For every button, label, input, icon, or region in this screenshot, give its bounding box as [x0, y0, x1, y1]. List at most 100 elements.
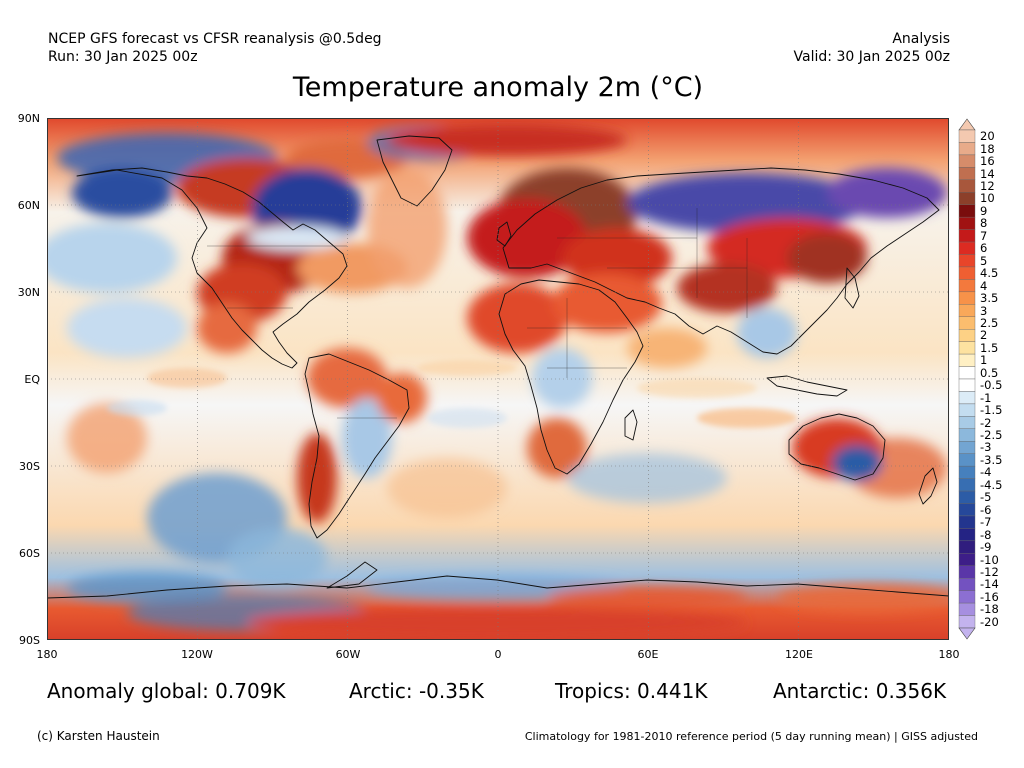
colorbar-swatch: [958, 316, 976, 330]
colorbar-label: 4.5: [980, 266, 999, 281]
colorbar-swatch: [958, 578, 976, 591]
colorbar-swatch: [958, 615, 976, 629]
colorbar-label: -3.5: [980, 452, 1003, 467]
colorbar-label: 5: [980, 253, 988, 268]
colorbar-label: -4: [980, 465, 992, 480]
colorbar-label: 16: [980, 154, 995, 169]
lat-label-60s: 60S: [19, 547, 40, 560]
colorbar-label: -14: [980, 577, 999, 592]
speckle-texture: [107, 360, 797, 428]
copyright: (c) Karsten Haustein: [37, 729, 160, 743]
colorbar-label: 14: [980, 166, 995, 181]
colorbar-label: 18: [980, 141, 995, 156]
lon-label-60w: 60W: [335, 648, 361, 661]
colorbar-swatch: [958, 490, 976, 504]
colorbar-swatch: [958, 216, 976, 230]
lon-label-60e: 60E: [637, 648, 659, 661]
colorbar-label: 20: [980, 129, 995, 144]
valid-time: Valid: 30 Jan 2025 00z: [793, 49, 950, 65]
colorbar-swatch: [958, 602, 976, 616]
colorbar-swatch: [958, 553, 976, 566]
anomaly-field: [47, 124, 949, 638]
colorbar-label: -2.5: [980, 428, 1003, 443]
colorbar-swatch: [958, 167, 976, 180]
colorbar-swatch: [958, 328, 976, 342]
colorbar-label: -10: [980, 552, 999, 567]
colorbar-swatch: [958, 341, 976, 355]
antarctic-anomaly: Antarctic: 0.356K: [773, 679, 947, 703]
anomaly-map: [47, 118, 949, 640]
colorbar-swatch: [958, 366, 976, 380]
colorbar-min-arrow: [958, 627, 976, 640]
lat-label-60n: 60N: [17, 199, 40, 212]
colorbar-label: -2: [980, 415, 992, 430]
colorbar-label: 10: [980, 191, 995, 206]
colorbar-label: 4: [980, 278, 988, 293]
colorbar-swatch: [958, 353, 976, 367]
colorbar-swatch: [958, 453, 976, 467]
lat-label-30s: 30S: [19, 460, 40, 473]
colorbar-label: -16: [980, 589, 999, 604]
lon-label-180w: 180: [36, 648, 58, 661]
colorbar-label: -4.5: [980, 477, 1003, 492]
colorbar-label: -0.5: [980, 378, 1003, 393]
colorbar-label: 1: [980, 353, 988, 368]
colorbar-label: -7: [980, 515, 992, 530]
lat-label-eq: EQ: [24, 373, 40, 386]
colorbar-swatch: [958, 378, 976, 392]
colorbar-swatch: [958, 515, 976, 529]
colorbar-swatch: [958, 291, 976, 305]
colorbar-swatch: [958, 229, 976, 243]
lat-label-90s: 90S: [19, 634, 40, 647]
colorbar-label: 1.5: [980, 340, 999, 355]
colorbar-swatch: [958, 241, 976, 255]
lon-label-0: 0: [494, 648, 502, 661]
colorbar-swatch: [958, 142, 976, 156]
colorbar-max-arrow: [958, 118, 976, 131]
colorbar-label: -3: [980, 440, 992, 455]
colorbar-swatch: [958, 590, 976, 604]
colorbar-swatch: [958, 204, 976, 218]
colorbar-swatch: [958, 428, 976, 442]
colorbar-label: -18: [980, 602, 999, 617]
colorbar-swatch: [958, 129, 976, 143]
colorbar-swatch: [958, 540, 976, 554]
colorbar-swatch: [958, 254, 976, 268]
colorbar: [958, 118, 976, 640]
coastlines: [47, 135, 949, 599]
arctic-anomaly: Arctic: -0.35K: [349, 679, 484, 703]
colorbar-label: 9: [980, 203, 988, 218]
colorbar-swatch: [958, 154, 976, 168]
lon-label-120e: 120E: [785, 648, 813, 661]
colorbar-label: 6: [980, 241, 988, 256]
colorbar-label: -20: [980, 614, 999, 629]
colorbar-label: 12: [980, 179, 995, 194]
colorbar-swatch: [958, 416, 976, 430]
lon-label-180e: 180: [938, 648, 960, 661]
colorbar-label: 3: [980, 303, 988, 318]
colorbar-swatch: [958, 528, 976, 542]
colorbar-label: 0.5: [980, 365, 999, 380]
colorbar-label: 2.5: [980, 315, 999, 330]
colorbar-swatch: [958, 179, 976, 193]
lat-label-90n: 90N: [17, 112, 40, 125]
colorbar-swatch: [958, 503, 976, 517]
colorbar-swatch: [958, 403, 976, 417]
colorbar-label: 2: [980, 328, 988, 343]
colorbar-swatch: [958, 441, 976, 454]
borders: [207, 208, 748, 419]
graticule: [47, 118, 949, 640]
global-anomaly: Anomaly global: 0.709K: [47, 679, 286, 703]
climatology-note: Climatology for 1981-2010 reference peri…: [524, 730, 978, 743]
colorbar-label: -8: [980, 527, 992, 542]
colorbar-swatch: [958, 465, 976, 479]
map-title: Temperature anomaly 2m (°C): [292, 72, 704, 103]
colorbar-label: 8: [980, 216, 988, 231]
tropics-anomaly: Tropics: 0.441K: [555, 679, 708, 703]
colorbar-swatch: [958, 391, 976, 405]
colorbar-swatch: [958, 478, 976, 492]
colorbar-swatch: [958, 565, 976, 579]
colorbar-swatch: [958, 279, 976, 293]
colorbar-label: -12: [980, 564, 999, 579]
colorbar-label: -1: [980, 390, 992, 405]
